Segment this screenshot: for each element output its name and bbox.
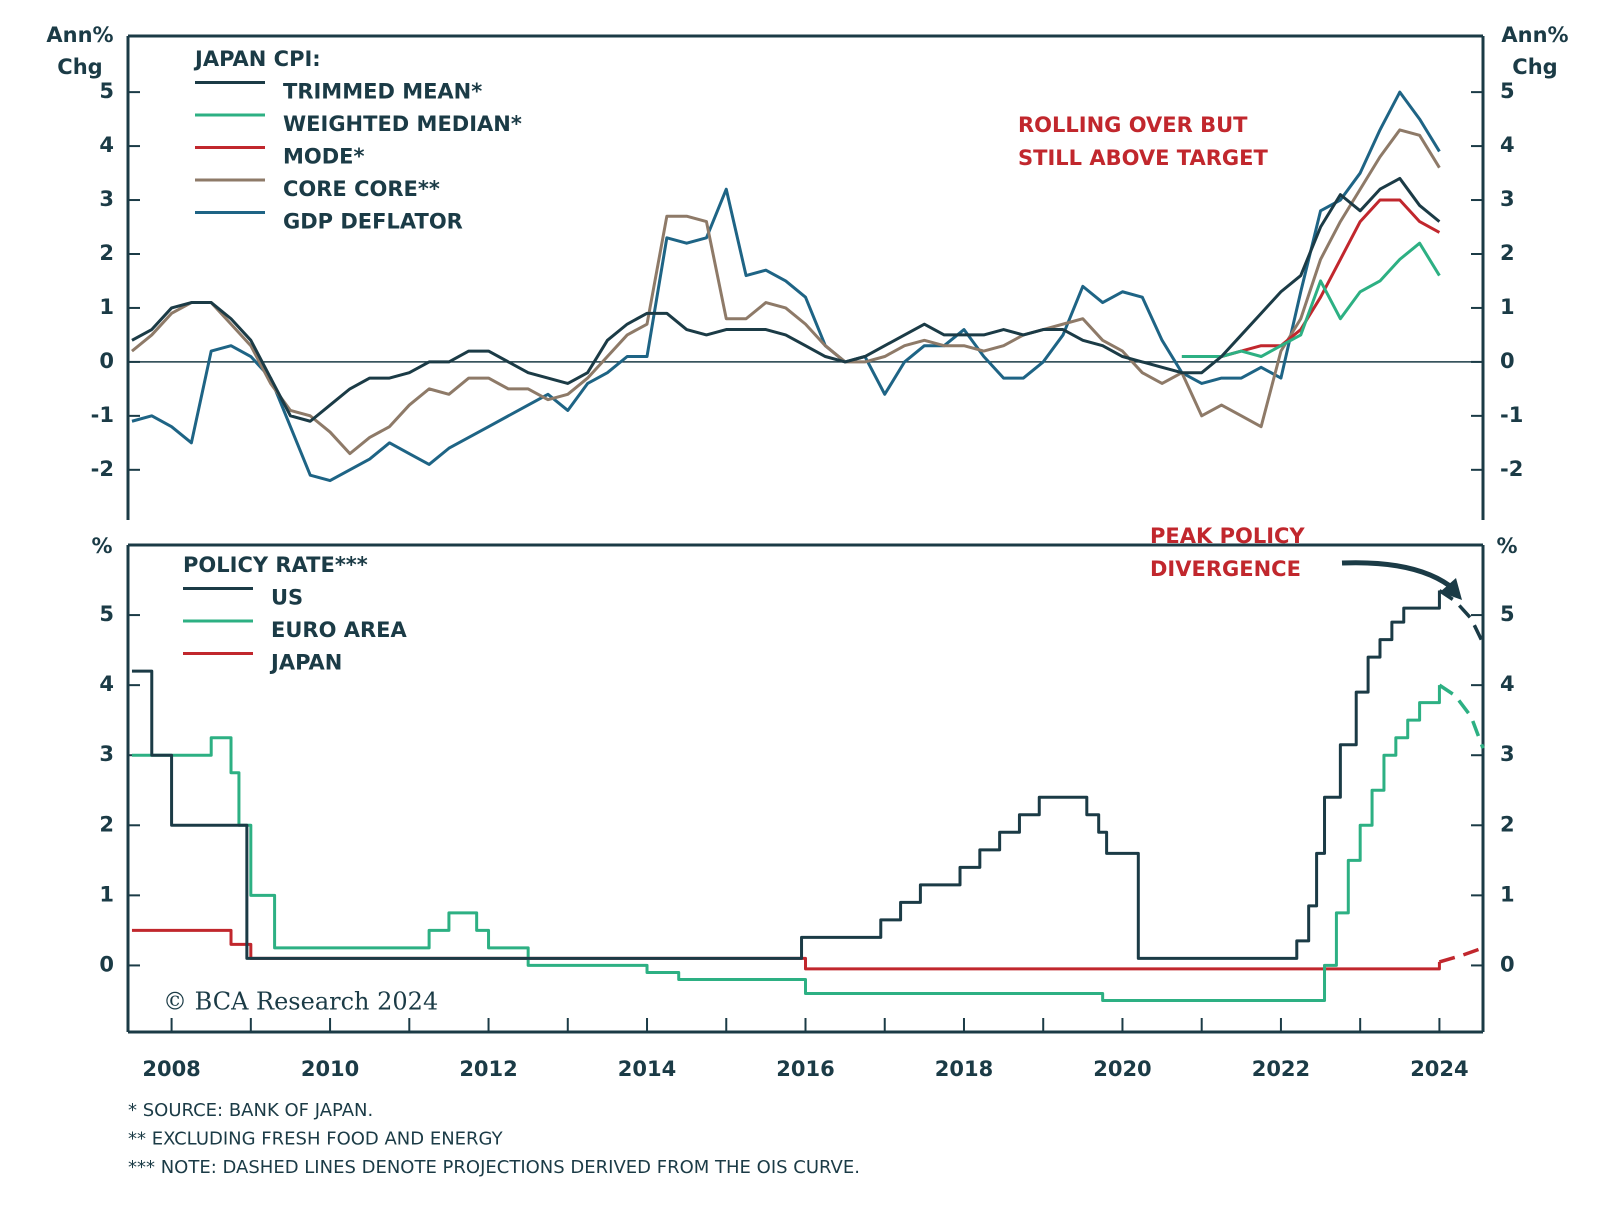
annotation: STILL ABOVE TARGET [1018,146,1268,170]
legend-label: MODE* [283,145,365,169]
x-tick-label: 2024 [1410,1057,1468,1081]
y2-tick-label: 0 [1500,952,1515,976]
y2-tick-label: 0 [1500,349,1515,373]
y-axis-title: % [91,534,112,558]
projection-line [1438,946,1484,964]
series-line [1181,198,1441,359]
annotation: PEAK POLICY [1150,524,1305,548]
y2-axis-title: % [1496,534,1517,558]
y-tick-label: 0 [99,952,114,976]
y-tick-label: 3 [99,187,114,211]
x-tick-label: 2016 [776,1057,834,1081]
y2-tick-label: -1 [1500,403,1523,427]
series-line [131,590,1441,960]
legend-label: GDP DEFLATOR [283,210,463,234]
y-tick-label: 4 [99,672,114,696]
source: © BCA Research 2024 [163,988,438,1016]
x-tick-label: 2008 [142,1057,200,1081]
legend-title: JAPAN CPI: [193,47,321,71]
series-line [131,685,1441,1002]
footnote: * SOURCE: BANK OF JAPAN. [128,1100,373,1121]
legend-label: US [271,586,303,610]
series-line [131,90,1441,483]
y-tick-label: -2 [91,457,114,481]
legend-label: WEIGHTED MEDIAN* [283,112,522,136]
y2-tick-label: 5 [1500,602,1515,626]
series-line [1181,241,1441,359]
y-tick-label: 1 [99,882,114,906]
legend-title: POLICY RATE*** [183,553,368,577]
y2-tick-label: 1 [1500,295,1515,319]
y-tick-label: 4 [99,133,114,157]
series-line [131,176,1441,423]
legend-label: JAPAN [269,651,342,675]
annotation: ROLLING OVER BUT [1018,113,1248,137]
y2-tick-label: 4 [1500,672,1515,696]
y2-tick-label: 5 [1500,79,1515,103]
x-tick-label: 2014 [618,1057,676,1081]
series-line [131,928,1441,971]
y-tick-label: -1 [91,403,114,427]
y2-tick-label: -2 [1500,457,1523,481]
y-axis-title: Chg [57,55,102,79]
arrow-head [1440,578,1462,600]
y-tick-label: 0 [99,349,114,373]
y-axis-title: Ann% [46,23,113,47]
y2-tick-label: 4 [1500,133,1515,157]
series-line [131,128,1441,456]
y2-axis-title: Chg [1512,55,1557,79]
y-tick-label: 5 [99,79,114,103]
y2-tick-label: 1 [1500,882,1515,906]
y2-tick-label: 2 [1500,812,1515,836]
y2-tick-label: 2 [1500,241,1515,265]
x-tick-label: 2022 [1252,1057,1310,1081]
footnote: ** EXCLUDING FRESH FOOD AND ENERGY [128,1129,504,1150]
y-tick-label: 2 [99,812,114,836]
y-tick-label: 5 [99,602,114,626]
arrow [1341,560,1457,592]
y-tick-label: 3 [99,742,114,766]
x-tick-label: 2010 [301,1057,359,1081]
projection-line [1438,683,1485,749]
footnote: *** NOTE: DASHED LINES DENOTE PROJECTION… [128,1157,860,1178]
annotation: DIVERGENCE [1150,557,1301,581]
y2-tick-label: 3 [1500,742,1515,766]
y-tick-label: 2 [99,241,114,265]
legend-label: EURO AREA [271,618,407,642]
x-tick-label: 2020 [1093,1057,1151,1081]
y-tick-label: 1 [99,295,114,319]
y2-tick-label: 3 [1500,187,1515,211]
x-tick-label: 2018 [935,1057,993,1081]
x-tick-label: 2012 [459,1057,517,1081]
legend-label: CORE CORE** [283,177,440,201]
legend-label: TRIMMED MEAN* [283,80,482,104]
projection-line [1438,589,1485,644]
y2-axis-title: Ann% [1501,23,1568,47]
